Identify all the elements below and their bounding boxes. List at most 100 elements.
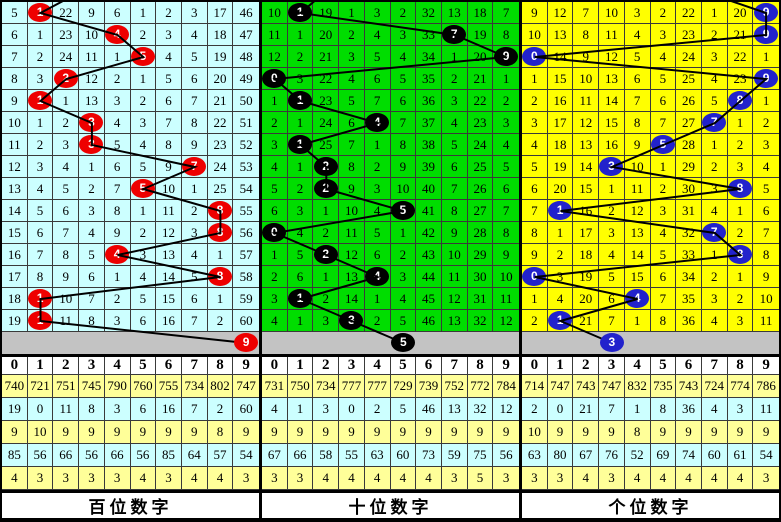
digit-cell: 8 bbox=[156, 134, 182, 156]
stat-cell: 4 bbox=[313, 467, 340, 490]
digit-cell: 2 bbox=[727, 222, 754, 244]
digit-cell: 11 bbox=[624, 178, 651, 200]
digit-cell: 2 bbox=[650, 2, 677, 24]
column-header-cell: 1 bbox=[547, 357, 574, 375]
trend-chart-tens: 10 1 19 1 3 2 32 13 18 7 11 1 20 2 4 3 33 7 19 8 12 2 21 3 5 4 34 1… bbox=[262, 2, 519, 354]
digit-cell: 6 bbox=[156, 90, 182, 112]
digit-cell: 16 bbox=[156, 310, 182, 332]
digit-cell: 9 bbox=[53, 266, 80, 288]
drawn-ball: 4 bbox=[105, 245, 130, 264]
stat-cell: 774 bbox=[727, 375, 754, 398]
drawn-ball: 0 bbox=[262, 223, 287, 242]
digit-cell: 2 bbox=[287, 178, 314, 200]
digit-cell: 11 bbox=[599, 24, 625, 46]
drawn-ball: 5 bbox=[390, 201, 415, 220]
digit-cell: 2 bbox=[547, 244, 574, 266]
drawn-ball: 7 bbox=[442, 25, 467, 44]
digit-cell: 2 bbox=[130, 24, 157, 46]
digit-cell: 13 bbox=[441, 310, 468, 332]
drawn-ball: 2 bbox=[53, 69, 78, 88]
digit-cell: 23 bbox=[313, 90, 340, 112]
divider bbox=[262, 490, 519, 493]
digit-cell: 4 bbox=[624, 288, 651, 310]
digit-grid: 10 1 19 1 3 2 32 13 18 7 11 1 20 2 4 3 33 7 19 8 12 2 21 3 5 4 34 1… bbox=[262, 2, 519, 332]
stat-cell: 3 bbox=[441, 467, 468, 490]
digit-cell: 56 bbox=[233, 222, 259, 244]
digit-cell: 17 bbox=[2, 266, 28, 288]
digit-cell: 1 bbox=[624, 310, 651, 332]
stat-cell: 9 bbox=[599, 421, 625, 444]
digit-cell: 3 bbox=[547, 266, 574, 288]
digit-cell: 9 bbox=[753, 2, 779, 24]
drawn-ball: 0 bbox=[262, 69, 287, 88]
digit-cell: 1 bbox=[287, 310, 314, 332]
digit-cell: 9 bbox=[156, 156, 182, 178]
digit-cell: 19 bbox=[573, 266, 600, 288]
digit-cell: 24 bbox=[676, 46, 702, 68]
digit-cell: 14 bbox=[573, 156, 600, 178]
digit-cell: 8 bbox=[727, 244, 754, 266]
digit-cell: 20 bbox=[727, 2, 754, 24]
digit-cell: 6 bbox=[650, 90, 677, 112]
digit-cell: 3 bbox=[79, 112, 105, 134]
digit-cell: 21 bbox=[207, 90, 234, 112]
digit-cell: 3 bbox=[181, 2, 208, 24]
digit-cell: 3 bbox=[753, 134, 779, 156]
digit-cell: 5 bbox=[181, 46, 208, 68]
digit-cell: 20 bbox=[573, 288, 600, 310]
stat-cell: 3 bbox=[522, 467, 548, 490]
digit-cell: 2 bbox=[522, 310, 548, 332]
digit-cell: 2 bbox=[27, 134, 54, 156]
drawn-ball: 7 bbox=[182, 157, 207, 176]
stat-cell: 751 bbox=[53, 375, 80, 398]
stat-cell: 777 bbox=[364, 375, 391, 398]
digit-cell: 5 bbox=[79, 244, 105, 266]
drawn-ball: 1 bbox=[288, 91, 313, 110]
stat-cell: 1 bbox=[624, 398, 651, 421]
digit-cell: 3 bbox=[262, 134, 288, 156]
column-header-cell: 4 bbox=[624, 357, 651, 375]
column-header-cell: 2 bbox=[53, 357, 80, 375]
stat-cell: 750 bbox=[287, 375, 314, 398]
stat-cell: 4 bbox=[390, 467, 417, 490]
digit-cell: 8 bbox=[207, 222, 234, 244]
digit-cell: 15 bbox=[2, 222, 28, 244]
digit-cell: 14 bbox=[547, 46, 574, 68]
digit-cell: 19 bbox=[2, 310, 28, 332]
column-header-cell: 0 bbox=[262, 357, 288, 375]
digit-cell: 3 bbox=[287, 200, 314, 222]
drawn-ball: 3 bbox=[339, 311, 364, 330]
drawn-ball: 1 bbox=[288, 289, 313, 308]
digit-cell: 7 bbox=[104, 178, 131, 200]
digit-cell: 47 bbox=[233, 24, 259, 46]
stat-cell: 747 bbox=[599, 375, 625, 398]
drawn-ball: 8 bbox=[727, 91, 752, 110]
digit-cell: 31 bbox=[676, 200, 702, 222]
digit-cell: 12 bbox=[599, 46, 625, 68]
digit-cell: 11 bbox=[79, 46, 105, 68]
stat-cell: 1 bbox=[287, 398, 314, 421]
stat-cell: 58 bbox=[313, 444, 340, 467]
stats-rows: 714 747 743 747 832 735 743 724 774 786 2 0 21 7 1 8 36 4… bbox=[522, 375, 779, 490]
drawn-ball: 8 bbox=[727, 245, 752, 264]
digit-cell: 2 bbox=[104, 288, 131, 310]
digit-cell: 38 bbox=[416, 134, 442, 156]
digit-cell: 13 bbox=[599, 68, 625, 90]
digit-cell: 3 bbox=[727, 310, 754, 332]
drawn-ball: 9 bbox=[754, 25, 779, 44]
digit-cell: 6 bbox=[624, 68, 651, 90]
digit-cell: 1 bbox=[130, 68, 157, 90]
digit-cell: 1 bbox=[727, 112, 754, 134]
digit-cell: 3 bbox=[104, 310, 131, 332]
digit-cell: 7 bbox=[493, 2, 519, 24]
digit-cell: 9 bbox=[2, 90, 28, 112]
digit-cell: 1 bbox=[522, 288, 548, 310]
digit-cell: 41 bbox=[416, 200, 442, 222]
digit-cell: 9 bbox=[390, 156, 417, 178]
stat-cell: 0 bbox=[27, 398, 54, 421]
digit-cell: 24 bbox=[313, 112, 340, 134]
stat-cell: 743 bbox=[676, 375, 702, 398]
digit-cell: 22 bbox=[313, 68, 340, 90]
drawn-ball: 8 bbox=[207, 267, 232, 286]
stat-cell: 61 bbox=[727, 444, 754, 467]
